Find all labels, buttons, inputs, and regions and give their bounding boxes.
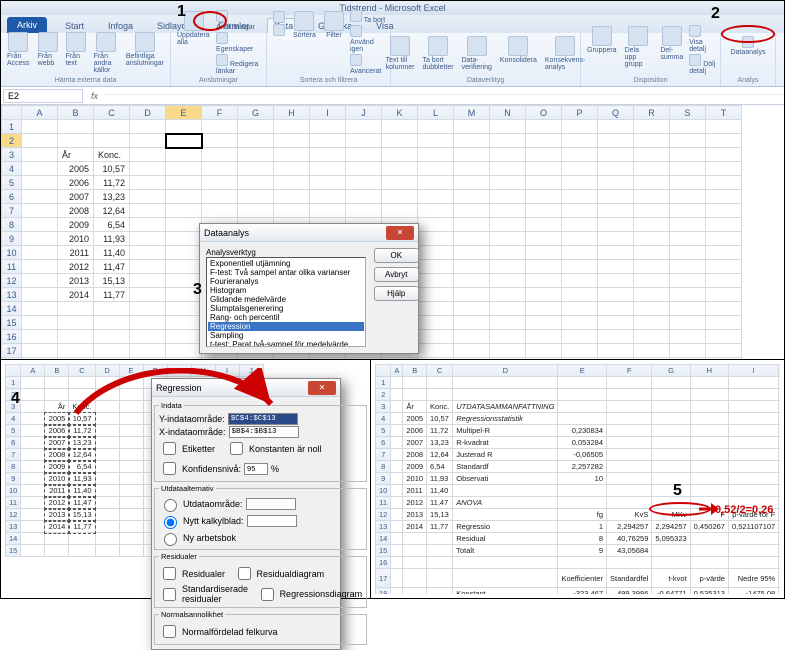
btn-removedup[interactable]: Ta bort dubbletter: [420, 35, 455, 72]
annotation-badge-3: 3: [193, 281, 202, 299]
chk-etiketter[interactable]: [163, 442, 176, 455]
btn-group[interactable]: Gruppera: [585, 25, 619, 55]
radio-ny-arbetsbok[interactable]: [164, 533, 177, 546]
btn-subtotal[interactable]: Del-summa: [658, 25, 685, 62]
btn-from-text[interactable]: Från text: [64, 31, 88, 68]
outrange-input[interactable]: [246, 498, 296, 510]
formula-bar[interactable]: [104, 94, 784, 97]
annotation-badge-4: 4: [11, 390, 20, 408]
help-button[interactable]: Hjälp: [374, 286, 419, 301]
dialog-regression: Regression ✕ Indata Y-indataområde: X-in…: [151, 378, 341, 650]
dialog-title: Regression: [156, 383, 202, 393]
annotation-calc: 0,52/2=0,26: [715, 504, 773, 516]
btn-properties[interactable]: Egenskaper: [216, 32, 262, 53]
close-icon[interactable]: ✕: [308, 381, 336, 395]
cancel-button[interactable]: Avbryt: [374, 267, 419, 282]
x-range-input[interactable]: [229, 426, 299, 438]
btn-advanced[interactable]: Avancerat: [350, 54, 386, 75]
x-range-label: X-indataområde:: [159, 427, 226, 437]
namebox[interactable]: E2: [3, 89, 83, 103]
annotation-badge-5: 5: [673, 482, 682, 500]
ribbon-group-sortfilter: Sortera Filter Ta bort Använd igen Avanc…: [267, 33, 391, 86]
formula-bar-row: E2 fx: [1, 87, 784, 105]
ribbon: Från Access Från webb Från text Från and…: [1, 33, 784, 87]
btn-from-access[interactable]: Från Access: [5, 31, 32, 68]
group-indata: Indata: [159, 401, 184, 410]
btn-show-detail[interactable]: Visa detalj: [689, 25, 716, 53]
btn-ungroup[interactable]: Dela upp grupp: [623, 25, 655, 69]
btn-texttocols[interactable]: Text till kolumner: [384, 35, 417, 72]
btn-sort-az[interactable]: [271, 10, 287, 37]
annotation-ring-2: [721, 25, 775, 43]
btn-edit-links[interactable]: Redigera länkar: [216, 54, 262, 75]
group-label: Analysverktyg: [206, 248, 366, 257]
analysis-tool-list[interactable]: Exponentiell utjämningF-test: Två sampel…: [206, 257, 366, 347]
annotation-badge-2: 2: [711, 5, 720, 23]
radio-nytt-blad[interactable]: [164, 516, 177, 529]
fx-icon[interactable]: fx: [85, 91, 104, 101]
btn-from-web[interactable]: Från webb: [36, 31, 60, 68]
btn-hide-detail[interactable]: Dölj detalj: [689, 54, 716, 75]
chk-konfidens[interactable]: [163, 462, 176, 475]
konfidens-input[interactable]: [244, 463, 268, 475]
ribbon-group-datatools: Text till kolumner Ta bort dubbletter Da…: [391, 33, 581, 86]
close-icon[interactable]: ✕: [386, 226, 414, 240]
ribbon-group-connections: Uppdatera alla Anslutningar Egenskaper R…: [171, 33, 267, 86]
chk-resdiag[interactable]: [238, 567, 251, 580]
ribbon-group-externaldata: Från Access Från webb Från text Från and…: [1, 33, 171, 86]
btn-existing-conn[interactable]: Befintliga anslutningar: [124, 31, 166, 68]
group-utdata: Utdataalternativ: [159, 484, 216, 493]
radio-utdataomrade[interactable]: [164, 499, 177, 512]
btn-from-other[interactable]: Från andra källor: [92, 31, 120, 75]
bottom-left-panel: ABCDEFGHIJ123ÅrKonc.4200510,575200611,72…: [1, 360, 371, 598]
annotation-badge-1: 1: [177, 3, 186, 21]
group-normal: Normalsannolikhet: [159, 610, 225, 619]
btn-dataval[interactable]: Data-verifiering: [460, 35, 494, 72]
ribbon-group-outline: Gruppera Dela upp grupp Del-summa Visa d…: [581, 33, 721, 86]
btn-filter[interactable]: Filter: [322, 10, 346, 40]
chk-res[interactable]: [163, 567, 176, 580]
annotation-ring-1: [193, 11, 227, 31]
annotation-ring-5: [649, 502, 711, 516]
chk-konstant[interactable]: [230, 442, 243, 455]
window-title: Tidstrend - Microsoft Excel: [1, 1, 784, 15]
group-residualer: Residualer: [159, 552, 199, 561]
btn-consolidate[interactable]: Konsolidera: [498, 35, 539, 65]
y-range-label: Y-indataområde:: [159, 414, 225, 424]
newsheet-input[interactable]: [247, 515, 297, 527]
ok-button[interactable]: OK: [374, 248, 419, 263]
btn-sort[interactable]: Sortera: [291, 10, 318, 40]
dialog-dataanalys: Dataanalys ✕ Analysverktyg Exponentiell …: [199, 223, 419, 354]
btn-clear[interactable]: Ta bort: [350, 10, 386, 24]
btn-reapply[interactable]: Använd igen: [350, 25, 386, 53]
bottom-right-panel: ABCDEFGHIJKLM123ÅrKonc.UTDATASAMMANFATTN…: [371, 360, 784, 598]
y-range-input[interactable]: [228, 413, 298, 425]
dialog-title: Dataanalys: [204, 228, 249, 238]
chk-normal[interactable]: [163, 625, 176, 638]
top-panel: Tidstrend - Microsoft Excel Arkiv Start …: [1, 1, 784, 360]
